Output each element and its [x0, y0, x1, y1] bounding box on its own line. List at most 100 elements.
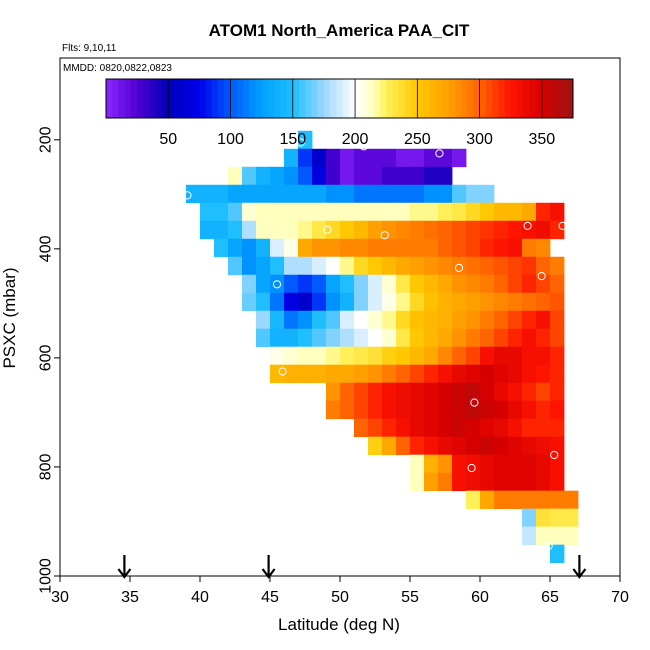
colorbar-segment	[274, 79, 281, 118]
sample-marker	[323, 225, 332, 234]
heatmap-cell	[536, 454, 551, 474]
y-axis-label: PSXC (mbar)	[0, 267, 19, 368]
colorbar: 50 100 150 200 250 300 350	[105, 78, 574, 148]
colorbar-segment	[398, 79, 406, 118]
colorbar-segment	[174, 79, 182, 118]
heatmap-cell	[494, 382, 509, 402]
colorbar-segment	[448, 79, 456, 118]
heatmap-cell	[452, 454, 467, 474]
heatmap-cell	[550, 292, 565, 312]
colorbar-segment	[162, 79, 169, 118]
heatmap-cell	[536, 364, 551, 384]
sample-marker	[380, 231, 389, 240]
x-tick-label: 60	[471, 589, 489, 606]
heatmap-cell	[354, 364, 369, 384]
heatmap-cell	[326, 292, 341, 312]
heatmap-cell	[494, 328, 509, 348]
heatmap-cell	[200, 202, 215, 222]
heatmap-cell	[326, 148, 341, 168]
heatmap-cell	[550, 508, 565, 528]
heatmap-cell	[480, 418, 495, 438]
heatmap-cell	[452, 292, 467, 312]
colorbar-segment	[249, 79, 256, 118]
heatmap-cell	[424, 436, 439, 456]
heatmap-cell	[298, 310, 313, 330]
colorbar-segment	[224, 79, 231, 118]
heatmap-cell	[200, 184, 215, 204]
heatmap-cell	[536, 238, 551, 258]
heatmap-cell	[550, 328, 565, 348]
heatmap-cell	[354, 400, 369, 420]
heatmap-cell	[480, 436, 495, 456]
heatmap-cell	[354, 382, 369, 402]
heatmap-cell	[452, 472, 467, 492]
heatmap-cell	[354, 166, 369, 186]
heatmap-cell	[466, 310, 481, 330]
colorbar-segment	[367, 79, 375, 118]
heatmap-cell	[340, 310, 355, 330]
heatmap-cell	[410, 418, 425, 438]
heatmap-cell	[424, 184, 439, 204]
y-axis: 200 400 600 800 1000	[38, 126, 60, 594]
heatmap-cell	[452, 256, 467, 276]
heatmap-cell	[480, 202, 495, 222]
heatmap-cell	[382, 418, 397, 438]
heatmap-cell	[522, 490, 537, 510]
colorbar-segment	[143, 79, 150, 118]
heatmap-cell	[466, 328, 481, 348]
colorbar-segment	[566, 79, 574, 118]
heatmap-cell	[270, 238, 285, 258]
heatmap-cell	[354, 418, 369, 438]
colorbar-segment	[199, 79, 207, 118]
heatmap-cell	[536, 328, 551, 348]
heatmap-cell	[368, 346, 383, 366]
heatmap-cell	[354, 328, 369, 348]
heatmap-cell	[312, 202, 327, 222]
heatmap-cell	[284, 256, 299, 276]
heatmap-cell	[550, 310, 565, 330]
colorbar-segment	[361, 79, 368, 118]
heatmap-cell	[410, 472, 425, 492]
flight-arrows	[117, 555, 587, 579]
heatmap-cell	[298, 202, 313, 222]
heatmap-cell	[438, 292, 453, 312]
heatmap-cell	[550, 364, 565, 384]
heatmap-cell	[466, 274, 481, 294]
colorbar-tick-label: 350	[529, 131, 556, 148]
heatmap-cell	[270, 184, 285, 204]
heatmap-cell	[340, 346, 355, 366]
heatmap-cell	[368, 436, 383, 456]
heatmap-cell	[452, 148, 467, 168]
heatmap-cell	[522, 220, 537, 240]
heatmap-cell	[340, 328, 355, 348]
heatmap-cell	[298, 256, 313, 276]
heatmap-cell	[522, 292, 537, 312]
heatmap-cell	[466, 364, 481, 384]
heatmap-cell	[298, 166, 313, 186]
heatmap-cell	[536, 346, 551, 366]
heatmap-cell	[410, 148, 425, 168]
heatmap-cell	[396, 436, 411, 456]
heatmap-cell	[536, 508, 551, 528]
heatmap-cell	[312, 184, 327, 204]
heatmap-cell	[424, 454, 439, 474]
heatmap-cell	[298, 274, 313, 294]
heatmap-cell	[270, 274, 285, 294]
heatmap-cell	[270, 202, 285, 222]
heatmap-cell	[228, 256, 243, 276]
colorbar-segment	[305, 79, 312, 118]
heatmap-cell	[270, 256, 285, 276]
heatmap-cells	[186, 130, 579, 564]
heatmap-cell	[452, 400, 467, 420]
heatmap-cell	[480, 310, 495, 330]
heatmap-cell	[340, 148, 355, 168]
heatmap-cell	[200, 220, 215, 240]
heatmap-cell	[536, 400, 551, 420]
heatmap-cell	[382, 364, 397, 384]
heatmap-cell	[508, 202, 523, 222]
colorbar-segment	[342, 79, 350, 118]
heatmap-cell	[382, 436, 397, 456]
x-tick-label: 50	[331, 589, 349, 606]
heatmap-cell	[368, 418, 383, 438]
heatmap-cell	[326, 166, 341, 186]
